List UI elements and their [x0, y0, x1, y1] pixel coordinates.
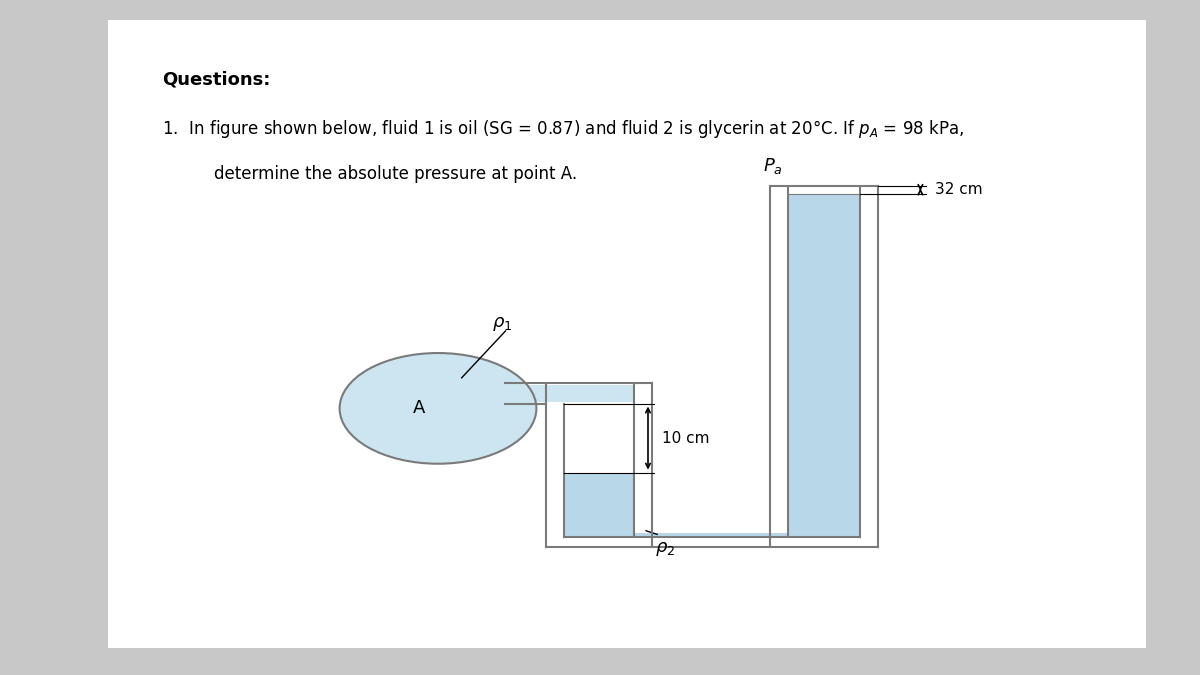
Text: determine the absolute pressure at point A.: determine the absolute pressure at point…	[214, 165, 577, 184]
Text: Questions:: Questions:	[162, 71, 270, 89]
Text: $P_a$: $P_a$	[763, 155, 782, 176]
Text: 10 cm: 10 cm	[662, 431, 710, 446]
Polygon shape	[108, 20, 1146, 648]
Text: $\rho_1$: $\rho_1$	[492, 315, 512, 333]
Text: A: A	[413, 400, 425, 417]
Polygon shape	[564, 472, 634, 537]
Polygon shape	[502, 385, 634, 402]
Text: 1.  In figure shown below, fluid 1 is oil (SG = 0.87) and fluid 2 is glycerin at: 1. In figure shown below, fluid 1 is oil…	[162, 118, 965, 140]
Polygon shape	[564, 533, 860, 537]
Text: 32 cm: 32 cm	[935, 182, 983, 197]
Circle shape	[340, 353, 536, 464]
Polygon shape	[788, 194, 860, 537]
Text: $\rho_2$: $\rho_2$	[655, 540, 676, 558]
